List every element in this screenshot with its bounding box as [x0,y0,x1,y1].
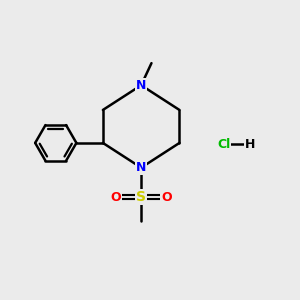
Text: O: O [161,190,172,204]
Text: H: H [245,138,255,151]
Text: Cl: Cl [217,138,230,151]
Text: N: N [136,79,146,92]
Text: N: N [136,161,146,174]
Text: S: S [136,190,146,204]
Text: O: O [111,190,122,204]
